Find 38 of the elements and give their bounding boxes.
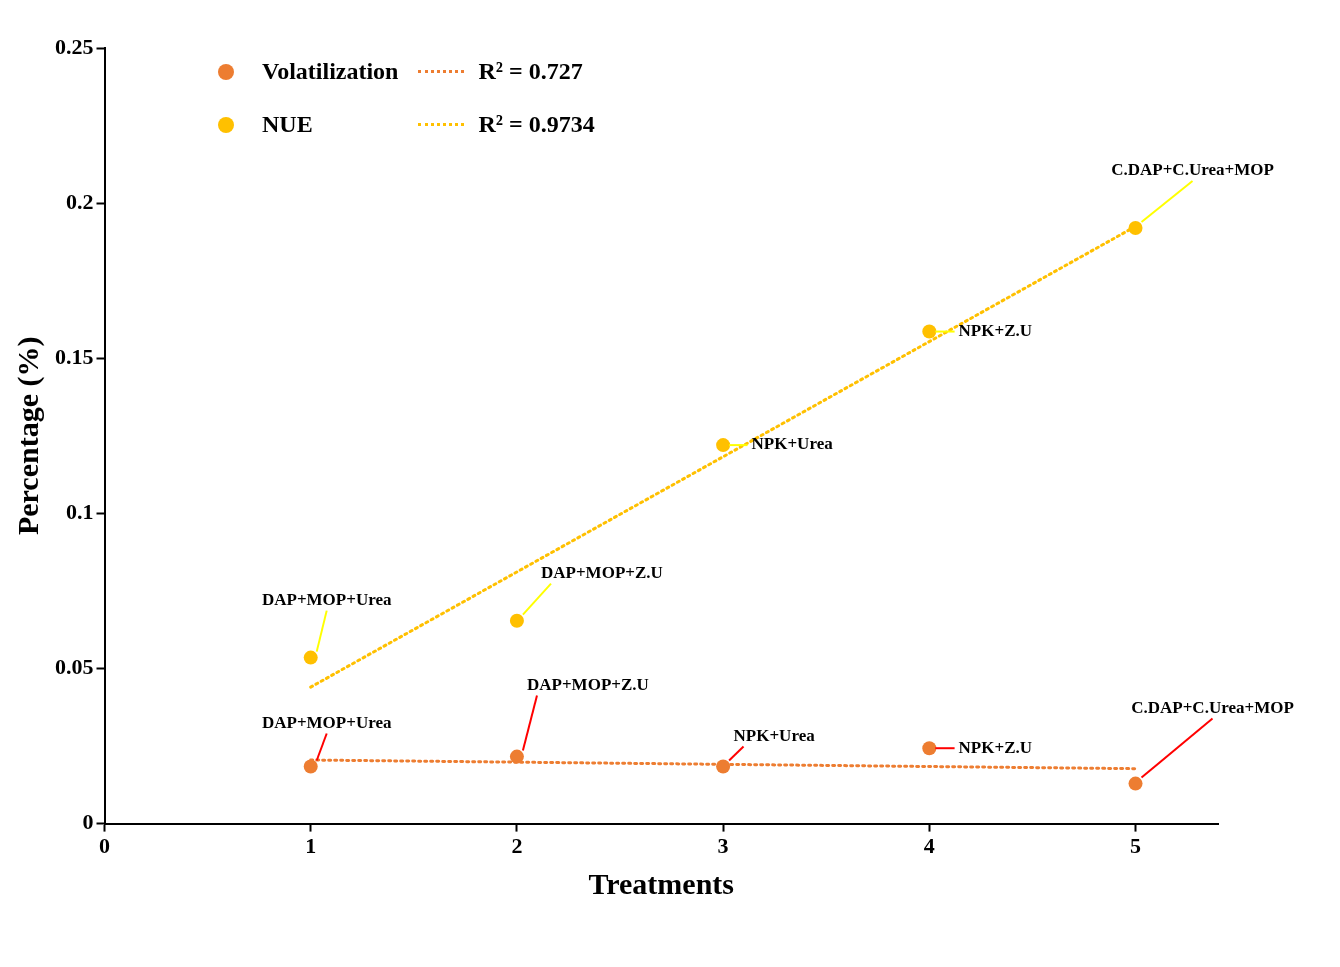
y-tick-label: 0.2 — [66, 188, 94, 214]
annotation: DAP+MOP+Urea — [261, 590, 392, 610]
x-tick-label: 5 — [1130, 833, 1142, 859]
legend-label: R² = 0.727 — [478, 58, 583, 85]
point — [922, 324, 937, 339]
legend-label: R² = 0.9734 — [478, 111, 595, 138]
annotation: C.DAP+C.Urea+MOP — [1131, 697, 1294, 717]
y-tick-label: 0.15 — [55, 343, 94, 369]
point — [509, 749, 524, 764]
point — [1128, 220, 1143, 235]
y-tick-label: 0.25 — [55, 33, 94, 59]
x-tick-label: 4 — [923, 833, 935, 859]
point — [922, 741, 937, 756]
legend-label: NUE — [262, 111, 313, 138]
y-axis-title: Percentage (%) — [10, 336, 45, 536]
legend-label: Volatilization — [262, 58, 399, 85]
x-tick-label: 3 — [717, 833, 729, 859]
annotation: NPK+Z.U — [958, 320, 1033, 340]
point — [303, 650, 318, 665]
x-tick-label: 2 — [511, 833, 523, 859]
x-tick-label: 0 — [99, 833, 110, 859]
annotation: NPK+Urea — [751, 434, 834, 454]
point — [1128, 776, 1143, 791]
point — [716, 759, 731, 774]
annotation: NPK+Urea — [733, 725, 816, 745]
y-tick-label: 0.05 — [55, 654, 94, 680]
x-tick-label: 1 — [305, 833, 317, 859]
x-axis-title: Treatments — [588, 866, 735, 900]
point — [303, 759, 318, 774]
point — [716, 438, 731, 453]
y-tick-label: 0.1 — [66, 499, 94, 525]
point — [509, 613, 524, 628]
annotation: DAP+MOP+Urea — [261, 712, 392, 732]
annotation: DAP+MOP+Z.U — [540, 563, 663, 583]
annotation: DAP+MOP+Z.U — [526, 674, 649, 694]
y-tick-label: 0 — [82, 809, 94, 835]
annotation: C.DAP+C.Urea+MOP — [1111, 160, 1274, 180]
annotation: NPK+Z.U — [958, 737, 1033, 757]
